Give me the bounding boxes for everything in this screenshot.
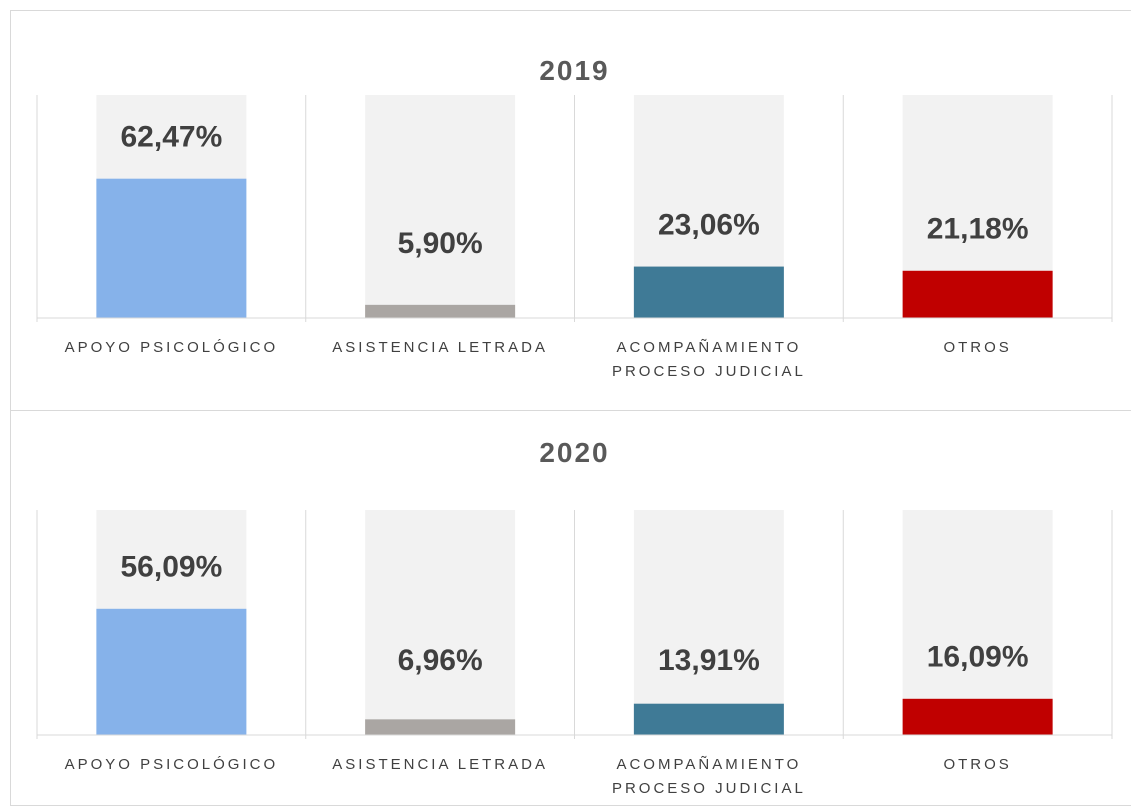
data-label: 23,06% (658, 208, 760, 241)
chart-title: 2020 (539, 437, 609, 468)
bar-background (365, 95, 516, 318)
data-label: 5,90% (398, 227, 483, 260)
bar (633, 266, 784, 318)
panel-frame (10, 410, 1131, 806)
bar-background (902, 510, 1053, 735)
bar (96, 178, 247, 318)
bar (365, 304, 516, 318)
bar (365, 719, 516, 735)
category-label: APOYO PSICOLÓGICO (64, 756, 279, 773)
category-label: OTROS (943, 756, 1012, 773)
data-label: 21,18% (927, 213, 1029, 246)
category-label: APOYO PSICOLÓGICO (64, 339, 279, 356)
bar (902, 698, 1053, 735)
data-label: 13,91% (658, 644, 760, 677)
bar (96, 608, 247, 735)
bar (633, 703, 784, 735)
bar-background (633, 510, 784, 735)
category-label: ACOMPAÑAMIENTO PROCESO JUDICIAL (611, 339, 806, 380)
category-label: ACOMPAÑAMIENTO PROCESO JUDICIAL (611, 756, 806, 797)
category-label: OTROS (943, 339, 1012, 356)
category-label: ASISTENCIA LETRADA (332, 339, 548, 356)
category-label: ASISTENCIA LETRADA (332, 756, 548, 773)
data-label: 62,47% (121, 121, 223, 154)
bar (902, 270, 1053, 318)
bar-background (365, 510, 516, 735)
chart-title: 2019 (539, 55, 609, 86)
data-label: 16,09% (927, 641, 1029, 674)
data-label: 6,96% (398, 644, 483, 677)
data-label: 56,09% (121, 551, 223, 584)
